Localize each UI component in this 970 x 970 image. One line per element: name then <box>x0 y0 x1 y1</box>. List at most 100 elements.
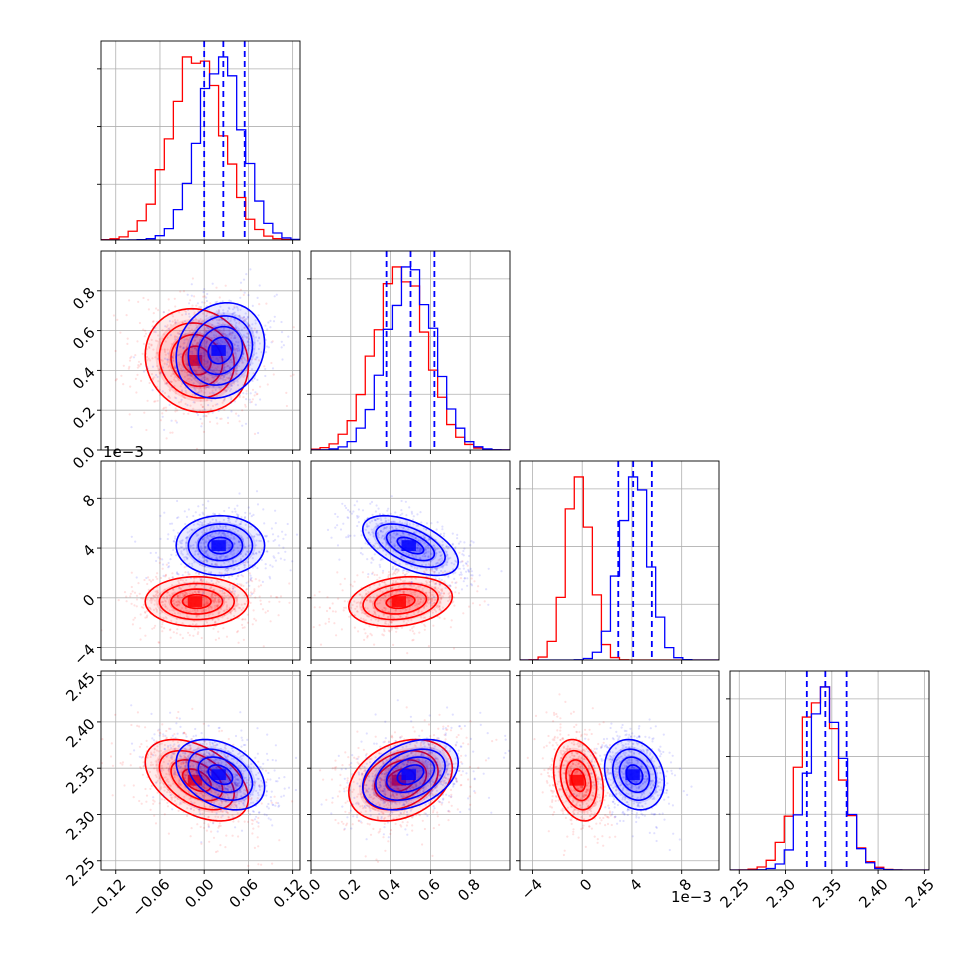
contour-blue-p3-2 <box>611 748 657 801</box>
panel-2-2 <box>516 460 720 664</box>
contour-red-p2-0 <box>181 593 212 610</box>
contour-blue-p3-0 <box>187 748 254 801</box>
contour-red-p3-0 <box>144 738 250 822</box>
density-core-red-p1-0 <box>187 355 203 366</box>
histogram-blue-p2 <box>520 476 719 660</box>
y-tick-label-p2: 4 <box>79 541 98 560</box>
x-tick-label-p0: 0.00 <box>181 875 217 911</box>
contour-blue-p2-1 <box>385 529 436 562</box>
panel-2-1 <box>307 460 511 664</box>
y-tick-label-p2: 0 <box>79 591 98 610</box>
panel-frame <box>310 670 511 871</box>
contour-blue-p3-0 <box>207 764 234 786</box>
x-tick-label-p2: 0 <box>576 875 595 894</box>
contour-blue-p2-0 <box>197 529 244 562</box>
panel-frame <box>100 250 301 451</box>
y-tick-label-p3: 2.30 <box>62 807 98 843</box>
contour-red-p3-2 <box>565 759 592 802</box>
y-tick-label-p1: 0.0 <box>69 443 99 473</box>
x-offset-label: 1e−3 <box>671 888 712 906</box>
density-core-red-p2-0 <box>187 596 203 607</box>
contour-red-p2-0 <box>144 575 250 628</box>
contour-blue-p1-0 <box>175 301 266 400</box>
contour-blue-p2-0 <box>187 523 254 569</box>
x-tick-label-p3: 2.45 <box>902 875 938 911</box>
panel-frame <box>729 670 930 871</box>
panel-frame <box>310 460 511 661</box>
density-core-blue-p2-0 <box>211 540 226 552</box>
x-tick-label-p1: 0.2 <box>335 875 365 905</box>
contour-red-p3-2 <box>552 738 605 822</box>
contour-red-p2-1 <box>362 582 439 621</box>
x-tick-label-p3: 2.40 <box>855 875 891 911</box>
panel-frame <box>100 670 301 871</box>
contour-blue-p2-1 <box>375 523 446 569</box>
y-tick-label-p3: 2.45 <box>62 669 98 705</box>
contour-blue-p3-2 <box>618 756 651 794</box>
y-tick-label-p1: 0.6 <box>69 324 99 354</box>
x-tick-label-p1: 0.0 <box>295 875 325 905</box>
y-tick-label-p1: 0.8 <box>69 284 99 314</box>
y-tick-label-p2: −4 <box>70 640 98 668</box>
x-tick-label-p2: 4 <box>626 875 645 894</box>
x-tick-label-p3: 2.25 <box>716 875 752 911</box>
panel-frame <box>100 40 301 241</box>
density-core-blue-p2-1 <box>401 540 416 552</box>
contour-blue-p2-1 <box>361 514 460 577</box>
contour-red-p2-1 <box>348 575 454 628</box>
contour-blue-p3-1 <box>375 748 446 801</box>
contour-red-p2-0 <box>158 582 236 621</box>
contour-blue-p3-1 <box>361 738 460 811</box>
panel-frame <box>519 460 720 661</box>
density-core-blue-p3-0 <box>211 769 226 781</box>
contour-red-p2-0 <box>170 588 224 615</box>
y-tick-label-p1: 0.4 <box>69 363 99 393</box>
contour-blue-p3-1 <box>396 764 425 786</box>
contour-red-p1-0 <box>158 322 236 399</box>
panel-3-1 <box>307 670 511 874</box>
panel-2-0 <box>97 460 301 664</box>
histogram-blue-p3 <box>730 686 929 870</box>
x-tick-label-p0: 0.06 <box>226 875 262 911</box>
contour-blue-p1-0 <box>207 336 234 365</box>
histogram-blue-p1 <box>311 266 510 450</box>
panel-3-2 <box>516 670 720 874</box>
y-tick-label-p3: 2.40 <box>62 715 98 751</box>
contour-red-p3-1 <box>348 738 454 822</box>
x-tick-label-p1: 0.8 <box>454 875 484 905</box>
y-offset-label: 1e−3 <box>103 443 144 461</box>
x-tick-label-p0: −0.06 <box>128 875 173 920</box>
panel-frame <box>100 460 301 661</box>
y-tick-label-p2: 8 <box>79 491 98 510</box>
contour-blue-p2-0 <box>175 514 266 577</box>
panel-3-3 <box>726 670 930 874</box>
contour-blue-p1-0 <box>187 315 254 386</box>
x-tick-label-p2: −4 <box>518 875 546 903</box>
contour-red-p2-1 <box>385 593 416 610</box>
contour-blue-p3-2 <box>603 738 666 811</box>
contour-blue-p3-0 <box>197 756 244 794</box>
x-tick-label-p1: 0.6 <box>414 875 444 905</box>
x-tick-label-p0: −0.12 <box>84 875 129 920</box>
panel-1-1 <box>307 250 511 454</box>
y-tick-label-p3: 2.35 <box>62 761 98 797</box>
x-tick-label-p1: 0.4 <box>375 875 405 905</box>
histogram-blue-p0 <box>101 56 300 240</box>
panel-frame <box>310 250 511 451</box>
histogram-red-p0 <box>101 56 300 240</box>
histogram-red-p2 <box>520 476 719 660</box>
contour-blue-p3-1 <box>385 756 436 794</box>
contour-blue-p3-0 <box>175 738 266 811</box>
contour-red-p3-0 <box>158 749 236 811</box>
panel-frame <box>519 670 720 871</box>
contour-blue-p2-1 <box>396 536 425 555</box>
y-tick-label-p1: 0.2 <box>69 403 99 433</box>
contour-red-p2-1 <box>373 588 428 615</box>
contour-red-p1-0 <box>181 345 212 376</box>
density-core-red-p3-0 <box>187 774 203 786</box>
contour-red-p1-0 <box>144 307 250 413</box>
density-core-blue-p1-0 <box>211 345 226 356</box>
panel-1-0 <box>97 250 301 454</box>
contour-red-p3-2 <box>559 749 598 811</box>
